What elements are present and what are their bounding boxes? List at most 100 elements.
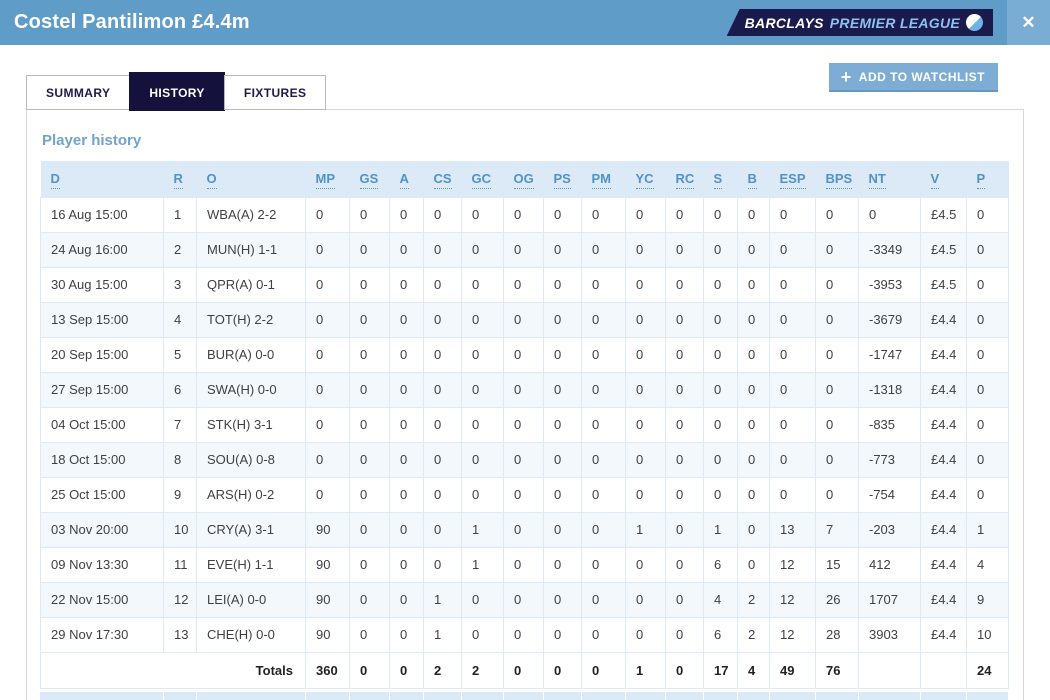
- col-header-label: YC: [635, 171, 654, 190]
- table-cell: -1747: [858, 336, 921, 373]
- col-header-O: O: [196, 161, 306, 197]
- table-cell: -3679: [858, 301, 921, 338]
- table-row: 03 Nov 20:00 10 CRY(A) 3-1 90 0 0 0 1 0 0 0 1 0 1 0 13 7…: [40, 511, 1009, 548]
- table-cell: 0: [349, 231, 390, 268]
- table-cell: 0: [349, 196, 390, 233]
- table-cell: 1: [703, 511, 738, 548]
- col-header-V: V: [920, 161, 967, 197]
- next-table-cell: [702, 691, 737, 700]
- table-cell: 0: [966, 406, 1009, 443]
- table-cell: 0: [815, 196, 859, 233]
- col-header-label: O: [206, 171, 217, 190]
- tab-history[interactable]: HISTORY: [129, 72, 225, 111]
- table-cell: 0: [543, 616, 582, 653]
- table-cell: 0: [665, 231, 704, 268]
- table-cell: 0: [665, 266, 704, 303]
- table-cell: £4.4: [920, 301, 967, 338]
- totals-cell: [858, 651, 921, 689]
- table-cell: 12: [163, 581, 197, 618]
- table-cell: 0: [665, 476, 704, 513]
- col-header-label: D: [50, 171, 60, 190]
- table-cell: 0: [503, 476, 544, 513]
- next-table-cell: [304, 691, 349, 700]
- table-cell: -3349: [858, 231, 921, 268]
- table-cell: 0: [625, 266, 666, 303]
- next-table-cell: [580, 691, 625, 700]
- tab-fixtures[interactable]: FIXTURES: [223, 75, 327, 110]
- table-cell: 0: [703, 196, 738, 233]
- table-cell: -203: [858, 511, 921, 548]
- col-header-label: R: [173, 171, 183, 190]
- table-cell: 16 Aug 15:00: [40, 196, 164, 233]
- table-cell: 0: [389, 301, 424, 338]
- table-cell: 2: [163, 231, 197, 268]
- table-cell: 0: [543, 196, 582, 233]
- next-table-cell: [422, 691, 461, 700]
- table-cell: 2: [737, 616, 770, 653]
- table-cell: 0: [543, 581, 582, 618]
- table-cell: 0: [423, 196, 462, 233]
- table-cell: 0: [305, 231, 350, 268]
- table-cell: 1: [461, 546, 504, 583]
- table-cell: 0: [389, 336, 424, 373]
- table-cell: 0: [543, 301, 582, 338]
- table-cell: 0: [966, 301, 1009, 338]
- table-cell: 1: [163, 196, 197, 233]
- table-cell: 04 Oct 15:00: [40, 406, 164, 443]
- tab-summary[interactable]: SUMMARY: [26, 75, 131, 110]
- table-row: 25 Oct 15:00 9 ARS(H) 0-2 0 0 0 0 0 0 0 0 0 0 0 0 0 0 -75…: [40, 476, 1009, 513]
- table-cell: 0: [625, 616, 666, 653]
- table-cell: 1: [461, 511, 504, 548]
- table-cell: 0: [966, 196, 1009, 233]
- totals-cell: 1: [625, 651, 666, 689]
- table-cell: 0: [543, 266, 582, 303]
- next-table-cell: [919, 691, 966, 700]
- table-cell: 0: [769, 231, 816, 268]
- table-cell: 0: [769, 441, 816, 478]
- col-header-D: D: [40, 161, 164, 197]
- table-cell: 90: [305, 546, 350, 583]
- table-cell: 0: [349, 476, 390, 513]
- table-cell: 6: [703, 616, 738, 653]
- table-row: 20 Sep 15:00 5 BUR(A) 0-0 0 0 0 0 0 0 0 0 0 0 0 0 0 0 -17…: [40, 336, 1009, 373]
- table-cell: 0: [625, 336, 666, 373]
- table-cell: 0: [703, 406, 738, 443]
- next-table-header-strip: [40, 691, 1008, 700]
- table-cell: £4.4: [920, 581, 967, 618]
- table-row: 30 Aug 15:00 3 QPR(A) 0-1 0 0 0 0 0 0 0 0 0 0 0 0 0 0 -39…: [40, 266, 1009, 303]
- totals-cell: 24: [966, 651, 1009, 689]
- table-cell: 0: [703, 476, 738, 513]
- table-cell: 0: [581, 616, 626, 653]
- table-cell: 0: [503, 616, 544, 653]
- table-cell: 0: [625, 301, 666, 338]
- table-cell: 7: [815, 511, 859, 548]
- table-cell: 90: [305, 616, 350, 653]
- add-to-watchlist-button[interactable]: + ADD TO WATCHLIST: [828, 63, 998, 92]
- table-cell: 0: [503, 301, 544, 338]
- table-cell: 0: [665, 441, 704, 478]
- table-cell: £4.5: [920, 266, 967, 303]
- table-cell: 0: [703, 266, 738, 303]
- table-cell: 0: [503, 231, 544, 268]
- table-cell: 0: [389, 266, 424, 303]
- table-cell: 0: [815, 406, 859, 443]
- table-cell: 0: [349, 441, 390, 478]
- table-cell: 12: [769, 581, 816, 618]
- table-cell: 0: [389, 581, 424, 618]
- table-cell: 2: [737, 581, 770, 618]
- totals-cell: 0: [543, 651, 582, 689]
- totals-cell: 360: [305, 651, 350, 689]
- barclays-premier-league-logo: BARCLAYS PREMIER LEAGUE: [726, 9, 993, 36]
- table-cell: 0: [503, 196, 544, 233]
- close-icon[interactable]: ✕: [1007, 0, 1050, 45]
- table-cell: £4.5: [920, 196, 967, 233]
- table-cell: 0: [461, 616, 504, 653]
- table-cell: 10: [966, 616, 1009, 653]
- col-header-R: R: [163, 161, 197, 197]
- col-header-label: PM: [591, 171, 611, 190]
- table-cell: 0: [737, 511, 770, 548]
- table-cell: 0: [665, 371, 704, 408]
- col-header-RC: RC: [665, 161, 704, 197]
- col-header-OG: OG: [503, 161, 544, 197]
- table-cell: 0: [389, 441, 424, 478]
